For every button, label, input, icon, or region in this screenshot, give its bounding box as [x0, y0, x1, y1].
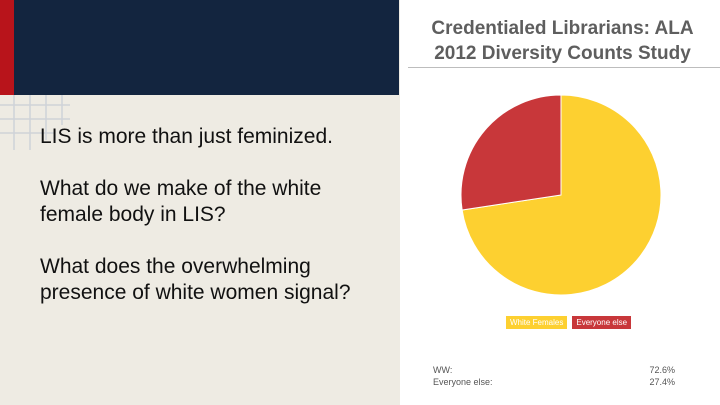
title-divider	[408, 67, 720, 68]
stat-value: 27.4%	[649, 377, 675, 387]
chart-panel: Credentialed Librarians: ALA 2012 Divers…	[400, 0, 720, 405]
stat-row-everyone-else: Everyone else: 27.4%	[433, 376, 675, 388]
chart-stats: WW: 72.6% Everyone else: 27.4%	[433, 364, 675, 388]
pie-slice-everyone-else	[460, 94, 562, 211]
chart-legend: White Females Everyone else	[506, 316, 632, 329]
accent-strip	[0, 0, 14, 95]
legend-everyone-else: Everyone else	[572, 316, 632, 329]
bullet-3: What does the overwhelming presence of w…	[40, 255, 351, 304]
bullet-1: LIS is more than just feminized.	[40, 125, 333, 148]
chart-title: Credentialed Librarians: ALA 2012 Divers…	[431, 18, 694, 64]
grid-decoration	[0, 95, 70, 150]
pie-slice-white-females	[461, 94, 662, 296]
stat-row-ww: WW: 72.6%	[433, 364, 675, 376]
bullet-list: LIS is more than just feminized. What do…	[40, 124, 385, 332]
stat-label: Everyone else:	[433, 377, 493, 387]
stat-value: 72.6%	[649, 365, 675, 375]
stat-label: WW:	[433, 365, 453, 375]
pie-chart	[460, 94, 662, 296]
legend-white-females: White Females	[506, 316, 568, 329]
header-band	[14, 0, 399, 95]
bullet-2: What do we make of the white female body…	[40, 177, 322, 226]
